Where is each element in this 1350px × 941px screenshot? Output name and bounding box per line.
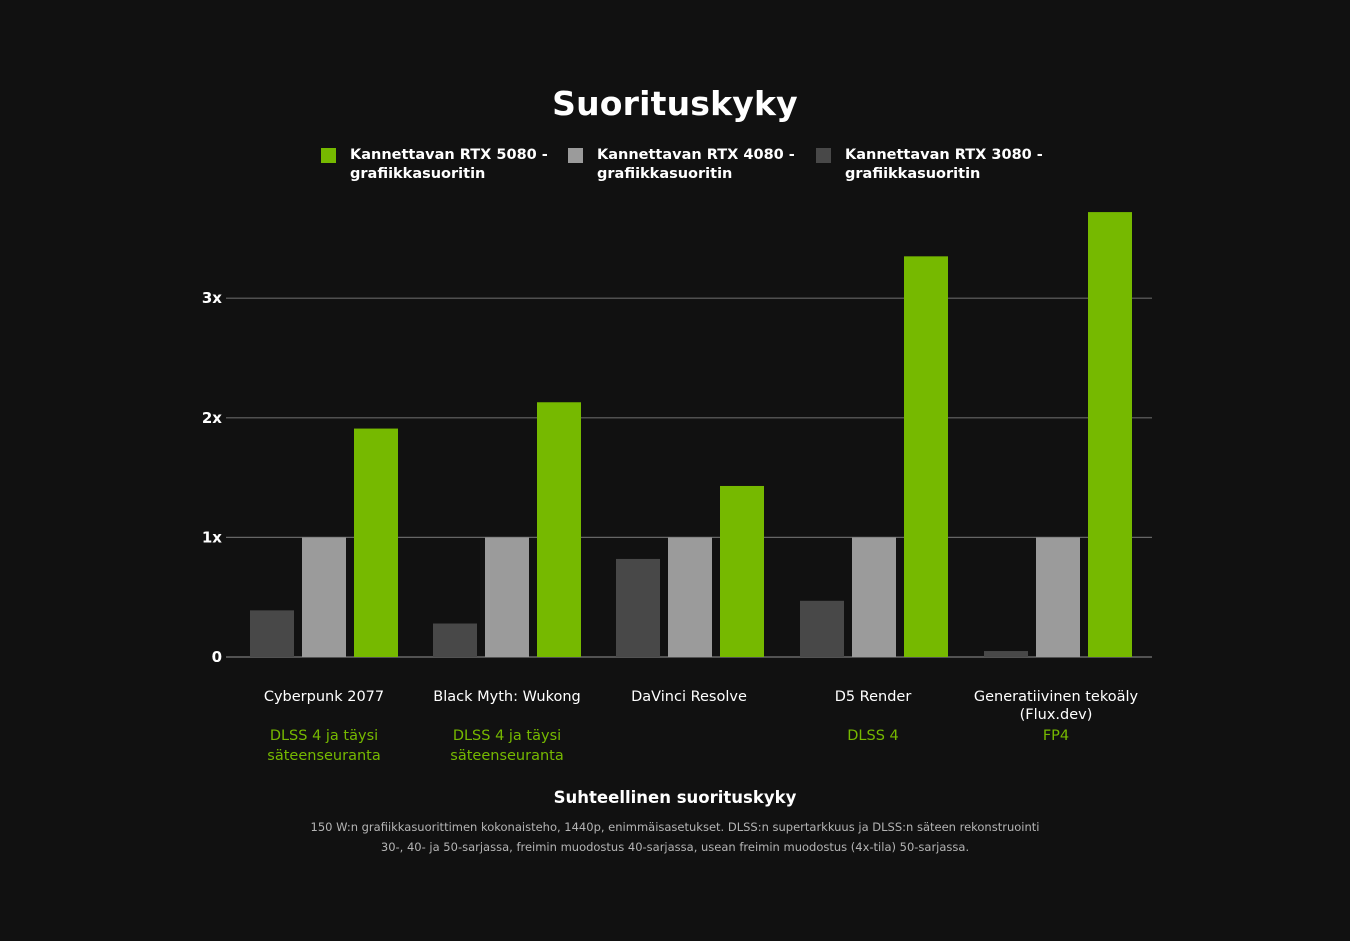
legend-label-rtx-3080: Kannettavan RTX 3080 - grafiikkasuoritin — [845, 147, 1043, 182]
category-subtitle: DLSS 4 ja täysi säteenseuranta — [267, 728, 381, 764]
legend-item-rtx-5080: Kannettavan RTX 5080 - grafiikkasuoritin — [321, 146, 550, 184]
bar — [433, 623, 477, 657]
chart-title: Suorituskyky — [552, 84, 798, 123]
legend-swatch-rtx-5080 — [321, 148, 336, 163]
category-subtitle: DLSS 4 ja täysi säteenseuranta — [450, 728, 564, 764]
bar — [984, 651, 1028, 657]
category-cyberpunk: Cyberpunk 2077 DLSS 4 ja täysi säteenseu… — [224, 688, 424, 766]
footnote: 150 W:n grafiikkasuorittimen kokonaisteh… — [310, 820, 1040, 854]
category-name: Black Myth: Wukong — [433, 689, 581, 705]
x-axis-label: Suhteellinen suorituskyky — [553, 788, 797, 807]
category-d5-render: D5 Render DLSS 4 — [773, 688, 973, 746]
bar — [616, 558, 660, 657]
legend-swatch-rtx-4080 — [568, 148, 583, 163]
legend-item-rtx-4080: Kannettavan RTX 4080 - grafiikkasuoritin — [568, 146, 797, 184]
bar — [1036, 537, 1080, 657]
category-name: Generatiivinen tekoäly (Flux.dev) — [973, 689, 1139, 723]
bar — [904, 256, 948, 657]
bar — [668, 537, 712, 657]
category-black-myth-wukong: Black Myth: Wukong DLSS 4 ja täysi sätee… — [407, 688, 607, 766]
bar — [800, 600, 844, 657]
y-tick-label: 0 — [212, 648, 222, 666]
bar — [852, 537, 896, 657]
category-davinci-resolve: DaVinci Resolve — [589, 688, 789, 726]
category-subtitle: DLSS 4 — [847, 728, 899, 744]
category-subtitle: FP4 — [1042, 728, 1070, 744]
bar — [354, 428, 398, 657]
category-name: D5 Render — [834, 689, 912, 705]
bar — [1088, 212, 1132, 657]
legend-label-rtx-5080: Kannettavan RTX 5080 - grafiikkasuoritin — [350, 147, 548, 182]
legend-label-rtx-4080: Kannettavan RTX 4080 - grafiikkasuoritin — [597, 147, 795, 182]
y-tick-label: 2x — [202, 409, 222, 427]
bar — [720, 485, 764, 657]
y-tick-label: 1x — [202, 528, 222, 546]
legend-swatch-rtx-3080 — [816, 148, 831, 163]
bar — [302, 537, 346, 657]
legend-item-rtx-3080: Kannettavan RTX 3080 - grafiikkasuoritin — [816, 146, 1045, 184]
category-generative-ai: Generatiivinen tekoäly (Flux.dev) FP4 — [956, 688, 1156, 746]
category-name: Cyberpunk 2077 — [263, 689, 385, 705]
bar — [250, 610, 294, 657]
category-name: DaVinci Resolve — [631, 689, 747, 705]
bar — [537, 402, 581, 657]
y-tick-label: 3x — [202, 289, 222, 307]
bar — [485, 537, 529, 657]
